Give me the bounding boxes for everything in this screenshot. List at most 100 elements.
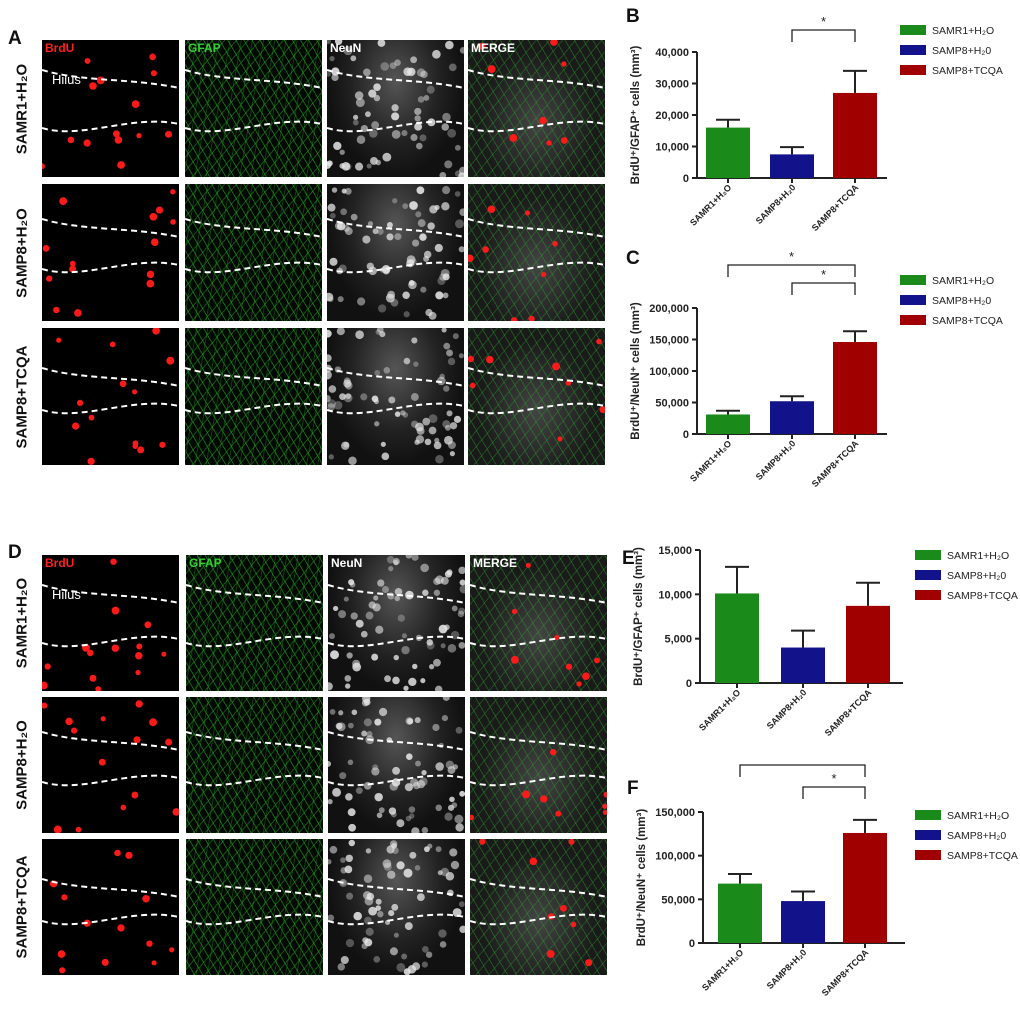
neuron-nucleus (329, 845, 338, 854)
neuron-nucleus (438, 929, 447, 938)
brdu-cell (111, 644, 120, 652)
neuron-nucleus (427, 843, 433, 849)
micrograph-gfap (185, 184, 322, 321)
neuron-nucleus (427, 222, 435, 230)
brdu-cell (146, 270, 155, 279)
granule-layer-boundary (470, 584, 607, 604)
brdu-cell (510, 317, 518, 321)
brdu-cell (42, 245, 50, 252)
brdu-cell (585, 959, 593, 967)
brdu-cell (528, 315, 535, 321)
neuron-nucleus (379, 331, 386, 338)
neuron-nucleus (412, 781, 421, 790)
neuron-nucleus (425, 951, 433, 958)
neuron-nucleus (344, 227, 353, 236)
granule-layer-boundary (42, 367, 179, 387)
neuron-nucleus (363, 874, 373, 883)
neuron-nucleus (344, 865, 353, 874)
neuron-nucleus (421, 961, 428, 968)
brdu-cell (75, 826, 82, 833)
neuron-nucleus (328, 454, 334, 460)
y-axis-label: BrdU⁺/NeuN⁺ cells (mm³) (636, 809, 648, 947)
brdu-cell (594, 657, 600, 664)
brdu-cell (511, 608, 518, 615)
brdu-cell (59, 197, 68, 206)
neuron-nucleus (370, 157, 378, 165)
neuron-nucleus (380, 441, 386, 447)
brdu-cell (74, 309, 82, 317)
granule-layer-boundary (185, 261, 322, 274)
brdu-cell (146, 940, 153, 947)
neuron-nucleus (421, 769, 427, 776)
brdu-cell (114, 849, 121, 857)
significance-marker: * (821, 14, 826, 29)
neuron-nucleus (437, 276, 446, 286)
x-tick-label: SAMP8+TCQA (810, 182, 861, 233)
neuron-nucleus (340, 208, 348, 216)
channel-label: BrdU (45, 556, 75, 570)
brdu-cell (56, 337, 62, 343)
micrograph-merge (468, 184, 605, 321)
bar-1 (781, 901, 825, 943)
neuron-nucleus (329, 55, 335, 62)
legend-label: SAMP8+TCQA (932, 315, 1003, 327)
neuron-nucleus (329, 212, 336, 219)
micrograph-brdu (42, 328, 179, 465)
neuron-nucleus (449, 796, 455, 803)
neuron-nucleus (400, 410, 406, 416)
brdu-cell (59, 967, 66, 974)
brdu-cell (42, 163, 45, 170)
brdu-cell (552, 362, 560, 371)
neuron-nucleus (440, 867, 450, 877)
neuron-nucleus (377, 579, 385, 587)
panel-label-a: A (8, 28, 22, 49)
neuron-nucleus (368, 89, 377, 98)
neuron-nucleus (382, 586, 389, 593)
brdu-cell (65, 717, 73, 726)
neuron-nucleus (392, 198, 398, 204)
neuron-nucleus (445, 40, 454, 50)
neuron-nucleus (366, 731, 373, 738)
legend-swatch (915, 830, 941, 840)
neuron-nucleus (422, 946, 429, 953)
neuron-nucleus (454, 814, 464, 824)
legend-swatch (915, 590, 941, 600)
neuron-nucleus (381, 452, 390, 461)
neuron-nucleus (383, 862, 392, 871)
neuron-nucleus (393, 560, 399, 566)
neuron-nucleus (391, 903, 399, 911)
neuron-nucleus (327, 40, 331, 45)
granule-layer-boundary (468, 218, 605, 238)
neuron-nucleus (369, 129, 378, 138)
neuron-nucleus (344, 187, 352, 195)
neuron-nucleus (368, 266, 377, 276)
neuron-nucleus (339, 772, 347, 780)
neuron-nucleus (459, 584, 465, 594)
neuron-nucleus (439, 941, 447, 948)
significance-marker: * (821, 267, 826, 282)
neuron-nucleus (348, 839, 356, 847)
neuron-nucleus (451, 802, 458, 808)
neuron-nucleus (406, 753, 413, 760)
neuron-nucleus (428, 426, 437, 435)
brdu-cell (84, 57, 91, 64)
x-tick-label: SAMP8+TCQA (820, 947, 871, 998)
micrograph-brdu: BrdU Hilus (42, 555, 179, 691)
legend-label: SAMR1+H₂O (947, 810, 1009, 822)
neuron-nucleus (411, 827, 420, 833)
neuron-nucleus (373, 955, 381, 963)
neuron-nucleus (435, 762, 444, 771)
brdu-cell (110, 558, 117, 565)
brdu-cell (95, 686, 102, 691)
bar-2 (833, 342, 877, 434)
neuron-nucleus (373, 94, 381, 102)
neuron-nucleus (375, 625, 384, 634)
neuron-nucleus (374, 421, 380, 427)
brdu-cell (135, 651, 143, 660)
neuron-nucleus (441, 202, 450, 211)
brdu-cell (149, 212, 158, 221)
bar-2 (833, 92, 877, 178)
neuron-nucleus (416, 427, 425, 435)
neuron-nucleus (444, 812, 453, 821)
